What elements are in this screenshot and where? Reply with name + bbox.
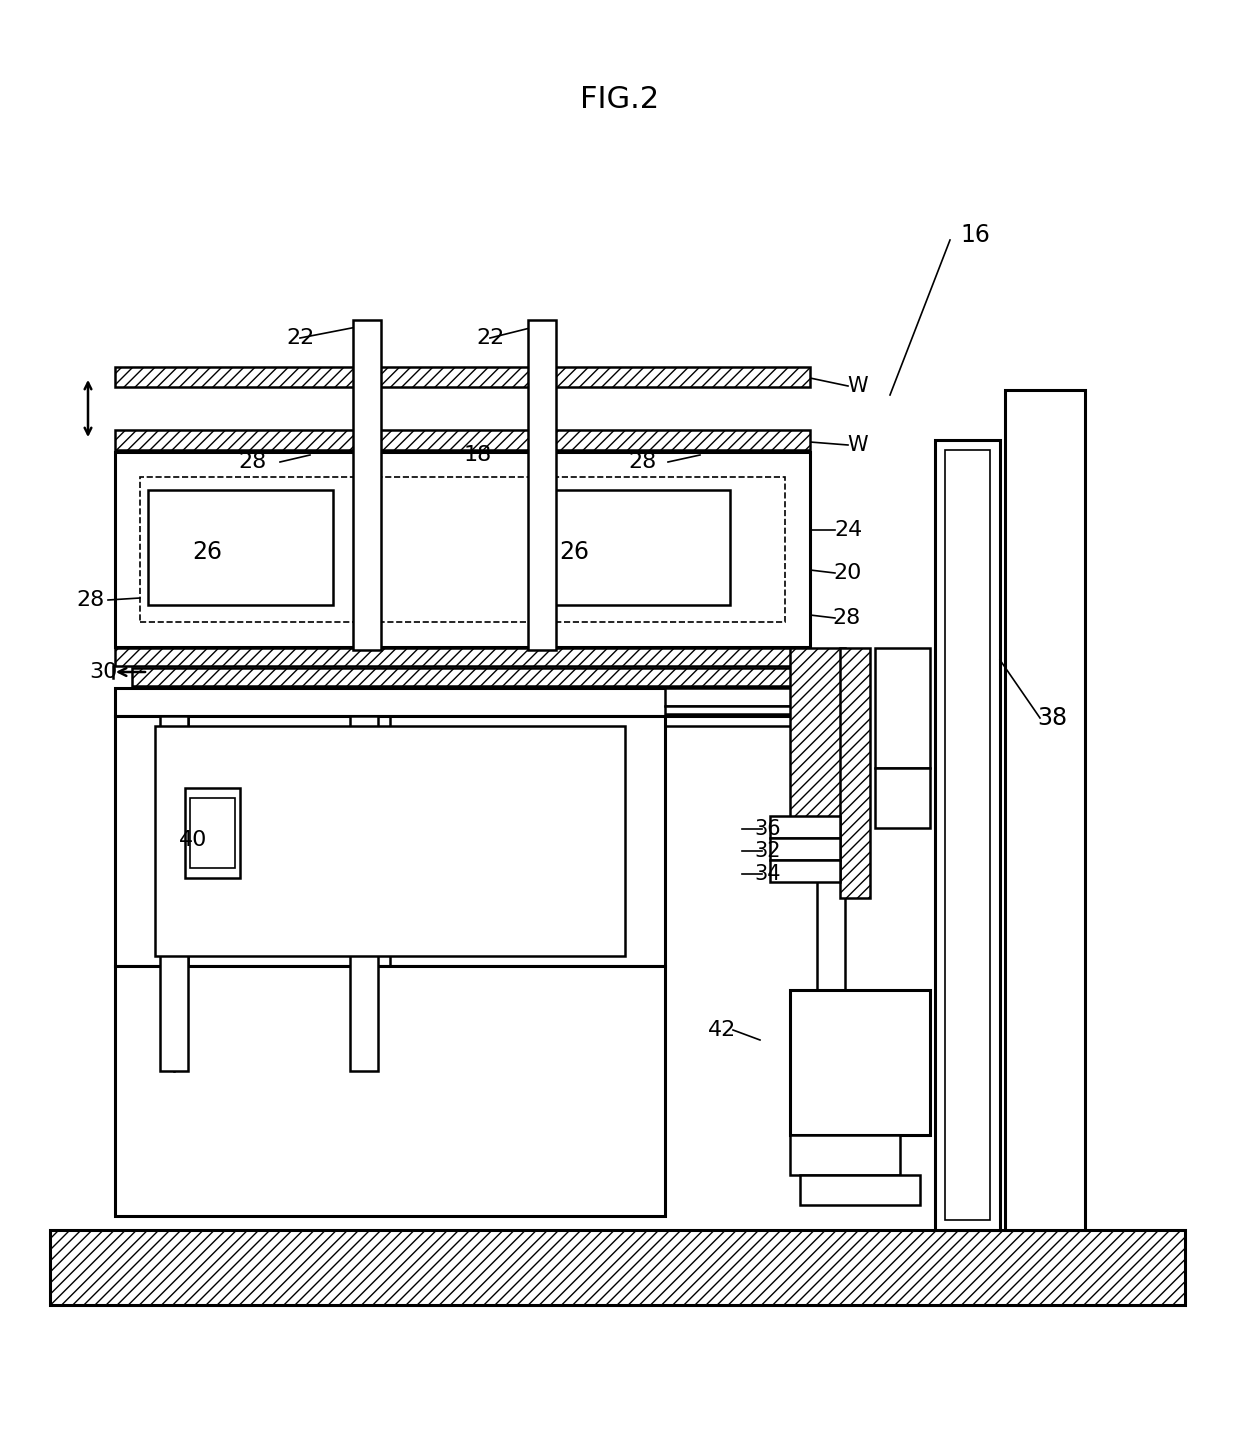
Text: 30: 30 xyxy=(89,662,118,682)
Bar xyxy=(185,788,241,877)
Text: 20: 20 xyxy=(833,563,862,584)
Text: 28: 28 xyxy=(239,452,267,472)
Bar xyxy=(160,715,188,1072)
Bar xyxy=(770,817,839,838)
Bar xyxy=(665,707,825,714)
Text: 18: 18 xyxy=(464,445,492,465)
Bar xyxy=(148,489,334,605)
Text: 40: 40 xyxy=(179,830,207,850)
Text: W: W xyxy=(848,434,868,455)
Text: 32: 32 xyxy=(755,841,781,862)
Text: 24: 24 xyxy=(833,520,862,540)
Bar xyxy=(350,715,378,1072)
Text: 26: 26 xyxy=(559,540,589,565)
Bar xyxy=(790,1135,900,1174)
Bar xyxy=(115,688,825,715)
Bar xyxy=(50,1229,1185,1305)
Bar xyxy=(140,476,785,623)
Bar xyxy=(770,860,839,882)
Bar xyxy=(790,649,844,877)
Bar xyxy=(875,649,930,767)
Text: 28: 28 xyxy=(832,608,861,628)
Text: 36: 36 xyxy=(755,820,781,838)
Bar xyxy=(875,767,930,828)
Bar xyxy=(790,990,930,1135)
Text: 22: 22 xyxy=(476,329,505,348)
Bar xyxy=(1004,390,1085,1229)
Bar xyxy=(115,715,665,966)
Bar xyxy=(800,1174,920,1205)
Text: 42: 42 xyxy=(708,1019,737,1040)
Bar xyxy=(155,725,625,956)
Bar xyxy=(115,430,810,450)
Bar xyxy=(770,838,839,860)
Bar xyxy=(115,366,810,387)
Bar xyxy=(935,440,999,1229)
Bar xyxy=(115,649,810,666)
Bar xyxy=(665,688,825,707)
Bar xyxy=(839,649,870,898)
Text: 34: 34 xyxy=(755,864,781,883)
Bar xyxy=(190,798,236,867)
Text: 26: 26 xyxy=(192,540,222,565)
Text: 38: 38 xyxy=(1037,707,1068,730)
Bar xyxy=(131,668,792,686)
Text: 28: 28 xyxy=(629,452,657,472)
Text: W: W xyxy=(848,376,868,395)
Text: 22: 22 xyxy=(286,329,314,348)
Bar xyxy=(528,320,556,650)
Bar xyxy=(115,452,810,647)
Bar xyxy=(115,966,665,1216)
Bar xyxy=(945,450,990,1221)
Text: 28: 28 xyxy=(76,589,104,610)
Text: FIG.2: FIG.2 xyxy=(580,85,660,114)
Bar xyxy=(353,320,381,650)
Text: 16: 16 xyxy=(960,223,990,248)
Bar xyxy=(546,489,730,605)
